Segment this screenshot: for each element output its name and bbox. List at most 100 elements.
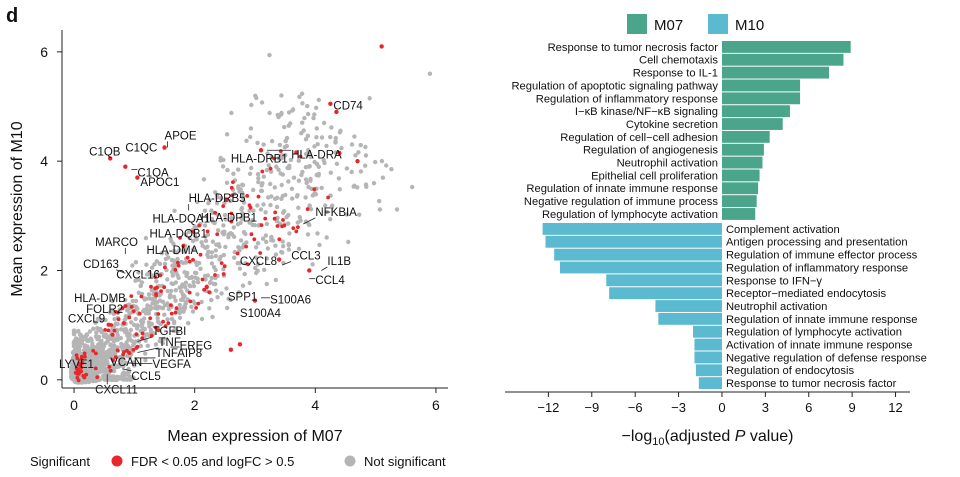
scatter-point-background xyxy=(283,192,288,198)
scatter-point-background xyxy=(110,336,115,342)
scatter-point-background xyxy=(146,292,152,297)
scatter-point-significant xyxy=(122,350,126,355)
gene-label: CD74 xyxy=(333,100,363,112)
scatter-point-background xyxy=(104,334,109,340)
bar-m07 xyxy=(721,156,763,169)
scatter-point-background xyxy=(171,328,176,334)
scatter-point-background xyxy=(264,221,270,227)
scatter-legend: Significant FDR < 0.05 and logFC > 0.5 N… xyxy=(30,454,446,469)
bar-m07 xyxy=(721,92,801,105)
scatter-point-background xyxy=(213,281,218,287)
scatter-point-background xyxy=(263,210,268,215)
bar-category-label-m07: I−κB kinase/NF−κB signaling xyxy=(575,106,718,118)
scatter-point-background xyxy=(410,184,415,190)
scatter-point-background xyxy=(181,249,186,254)
scatter-point-background xyxy=(303,137,309,142)
scatter-point-background xyxy=(306,221,311,227)
scatter-point-significant xyxy=(294,229,299,234)
scatter-point-background xyxy=(200,243,205,248)
scatter-point-background xyxy=(129,320,134,325)
scatter-point-background xyxy=(191,283,197,289)
scatter-point-background xyxy=(268,169,274,174)
scatter-point-background xyxy=(333,139,338,144)
scatter-point-significant xyxy=(355,158,360,164)
scatter-point-background xyxy=(254,95,259,101)
scatter-point-background xyxy=(252,222,257,228)
bar-category-label-m07: Cytokine secretion xyxy=(626,119,718,131)
scatter-point-significant xyxy=(140,331,145,336)
scatter-point-background xyxy=(322,160,327,166)
scatter-point-background xyxy=(166,306,172,312)
scatter-point-background xyxy=(384,163,389,168)
scatter-point-background xyxy=(177,302,182,308)
bar-chart: M07 M10 Response to tumor necrosis facto… xyxy=(505,14,927,448)
scatter-point-background xyxy=(71,341,77,347)
scatter-point-background xyxy=(177,248,182,253)
scatter-x-tick-label: 2 xyxy=(191,397,199,413)
scatter-point-background xyxy=(169,316,175,322)
bar-x-axis-title: −log10(adjusted P value) xyxy=(622,428,794,448)
scatter-point-background xyxy=(305,232,311,237)
gene-label: IL1B xyxy=(327,256,351,268)
scatter-point-background xyxy=(221,267,226,272)
scatter-point-background xyxy=(238,238,244,243)
bar-m07 xyxy=(721,66,829,79)
scatter-point-background xyxy=(282,145,287,150)
scatter-point-background xyxy=(130,298,135,304)
scatter-point-significant xyxy=(200,277,205,282)
scatter-point-background xyxy=(177,315,183,320)
scatter-point-significant xyxy=(196,301,201,306)
scatter-point-background xyxy=(222,212,228,218)
scatter-point-background xyxy=(344,212,349,217)
scatter-point-background xyxy=(115,321,120,327)
bar-m07 xyxy=(721,41,851,53)
scatter-point-background xyxy=(95,316,101,321)
gene-label: CXCL8 xyxy=(240,256,277,268)
scatter-x-tick-label: 0 xyxy=(70,397,78,413)
scatter-point-background xyxy=(163,256,169,262)
scatter-point-significant xyxy=(116,317,121,322)
scatter-point-background xyxy=(237,248,242,253)
scatter-point-background xyxy=(220,164,226,169)
scatter-point-background xyxy=(104,361,110,367)
scatter-point-background xyxy=(181,309,186,314)
scatter-point-background xyxy=(171,258,176,263)
scatter-point-background xyxy=(202,208,208,213)
scatter-point-background xyxy=(183,232,188,237)
scatter-point-significant xyxy=(73,370,78,375)
scatter-point-background xyxy=(180,282,185,287)
bar-category-label-m07: Response to tumor necrosis factor xyxy=(548,42,719,54)
scatter-point-significant xyxy=(258,148,264,153)
scatter-point-background xyxy=(254,270,259,276)
scatter-point-background xyxy=(285,165,290,171)
scatter-point-background xyxy=(152,299,157,304)
gene-label: TGFBI xyxy=(152,326,186,338)
scatter-point-significant xyxy=(127,350,131,355)
scatter-point-significant xyxy=(229,219,234,224)
bar-category-label-m10: Neutrophil activation xyxy=(726,301,827,313)
legend-m10-label: M10 xyxy=(735,17,764,34)
scatter-point-significant xyxy=(291,226,296,231)
scatter-point-background xyxy=(289,186,295,191)
bar-x-axis: −12 −9 −6 −3 0 3 6 9 12 xyxy=(505,391,910,415)
scatter-point-background xyxy=(82,343,88,349)
gene-label: NFKBIA xyxy=(315,207,357,219)
scatter-point-background xyxy=(228,198,233,204)
scatter-point-background xyxy=(279,93,284,98)
scatter-point-background xyxy=(135,306,140,311)
scatter-point-background xyxy=(110,298,115,304)
gene-label: C1QA xyxy=(137,167,169,179)
scatter-point-background xyxy=(191,247,196,252)
scatter-point-background xyxy=(189,275,194,280)
scatter-point-background xyxy=(274,164,279,169)
scatter-point-background xyxy=(324,143,329,149)
scatter-point-background xyxy=(165,277,170,282)
scatter-point-background xyxy=(188,284,193,289)
scatter-point-significant xyxy=(76,378,81,383)
scatter-point-background xyxy=(324,209,330,215)
scatter-point-significant xyxy=(110,332,115,337)
scatter-point-background xyxy=(84,332,90,338)
scatter-point-background xyxy=(115,336,120,342)
scatter-point-background xyxy=(240,183,246,188)
